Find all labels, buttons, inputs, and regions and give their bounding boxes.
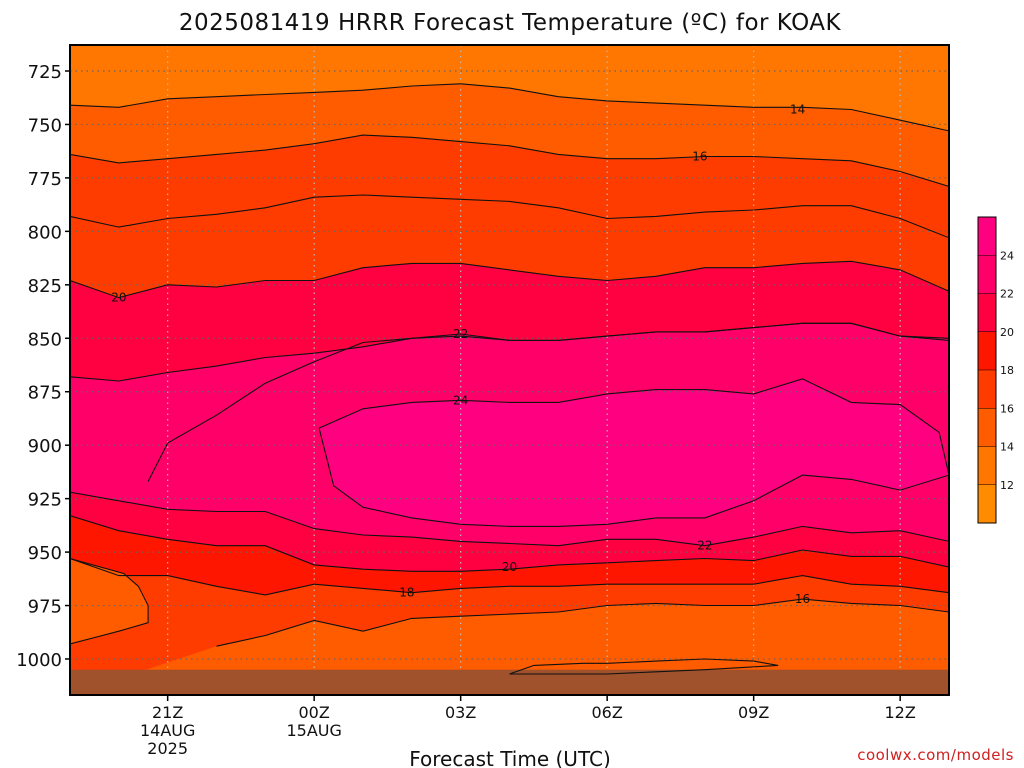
xtick-label-06Z: 06Z bbox=[592, 703, 623, 722]
ytick-label-975: 975 bbox=[28, 597, 62, 618]
colorbar-swatch-5 bbox=[978, 293, 996, 332]
colorbar-swatch-0 bbox=[978, 484, 996, 523]
contour-label-18: 18 bbox=[399, 586, 414, 600]
chart-title: 2025081419 HRRR Forecast Temperature (ºC… bbox=[179, 10, 842, 36]
ytick-label-925: 925 bbox=[28, 490, 62, 511]
contour-label-16: 16 bbox=[692, 150, 707, 164]
band-lower-left-14-16 bbox=[70, 558, 149, 644]
contour-20-8 bbox=[70, 515, 949, 572]
contour-label-14: 14 bbox=[790, 102, 805, 116]
ytick-label-725: 725 bbox=[28, 62, 62, 83]
contour-label-22: 22 bbox=[697, 539, 712, 553]
ytick-label-1000: 1000 bbox=[16, 650, 62, 671]
xtick-label-15AUG: 15AUG bbox=[286, 721, 341, 740]
ytick-label-950: 950 bbox=[28, 543, 62, 564]
ytick-label-825: 825 bbox=[28, 276, 62, 297]
xtick-label-03Z: 03Z bbox=[445, 703, 476, 722]
plot-layer: 14 16 20 22 24 22 20 18 16 725 750 775 800 825 850 875 9… bbox=[16, 44, 1014, 758]
ytick-label-900: 900 bbox=[28, 436, 62, 457]
y-axis: 725 750 775 800 825 850 875 900 925 950 975 1000 bbox=[16, 62, 70, 671]
contour-20-3 bbox=[70, 260, 949, 299]
colorbar-label-20: 20 bbox=[1000, 326, 1014, 339]
temperature-fill bbox=[70, 45, 949, 695]
colorbar-swatch-6 bbox=[978, 255, 996, 294]
colorbar-label-24: 24 bbox=[1000, 249, 1014, 262]
contour-label-22: 22 bbox=[453, 327, 468, 341]
contour-24-5 bbox=[318, 378, 949, 527]
xtick-label-00Z: 00Z bbox=[299, 703, 330, 722]
x-axis-label: Forecast Time (UTC) bbox=[409, 747, 611, 768]
xtick-label-14AUG: 14AUG bbox=[140, 721, 195, 740]
contour-14-0 bbox=[70, 83, 949, 132]
xtick-label-12Z: 12Z bbox=[885, 703, 916, 722]
ytick-label-875: 875 bbox=[28, 383, 62, 404]
contour-16-11 bbox=[216, 598, 949, 647]
contour-24-6 bbox=[147, 322, 949, 482]
xtick-label-2025: 2025 bbox=[147, 739, 188, 758]
colorbar-swatch-4 bbox=[978, 331, 996, 370]
band-24-26 bbox=[319, 378, 949, 527]
colorbar-label-12: 12 bbox=[1000, 479, 1014, 492]
contour-label-20: 20 bbox=[502, 560, 517, 574]
colorbar-label-14: 14 bbox=[1000, 441, 1014, 454]
colorbar-swatch-1 bbox=[978, 446, 996, 485]
contour-14-12 bbox=[509, 658, 779, 675]
ytick-label-850: 850 bbox=[28, 329, 62, 350]
contour-18-2 bbox=[70, 194, 949, 239]
plot-frame bbox=[69, 44, 950, 696]
colorbar: 12 14 16 18 20 22 24 bbox=[977, 216, 1014, 524]
credit-text: coolwx.com/models bbox=[857, 746, 1014, 764]
colorbar-swatch-7 bbox=[978, 217, 996, 256]
xtick-label-21Z: 21Z bbox=[152, 703, 183, 722]
contour-22-7 bbox=[70, 491, 949, 547]
contour-18-9 bbox=[70, 557, 949, 596]
colorbar-label-22: 22 bbox=[1000, 288, 1014, 301]
colorbar-swatch-2 bbox=[978, 408, 996, 447]
ytick-label-800: 800 bbox=[28, 222, 62, 243]
contour-16-1 bbox=[70, 134, 949, 188]
contour-label-24: 24 bbox=[453, 393, 468, 407]
contour-16-10 bbox=[70, 557, 149, 645]
colorbar-label-16: 16 bbox=[1000, 402, 1014, 415]
colorbar-label-18: 18 bbox=[1000, 364, 1014, 377]
colorbar-swatch-3 bbox=[978, 370, 996, 409]
grid-lines bbox=[70, 45, 949, 670]
ytick-label-775: 775 bbox=[28, 169, 62, 190]
contour-label-20: 20 bbox=[111, 291, 126, 305]
ytick-label-750: 750 bbox=[28, 115, 62, 136]
xtick-label-09Z: 09Z bbox=[738, 703, 769, 722]
